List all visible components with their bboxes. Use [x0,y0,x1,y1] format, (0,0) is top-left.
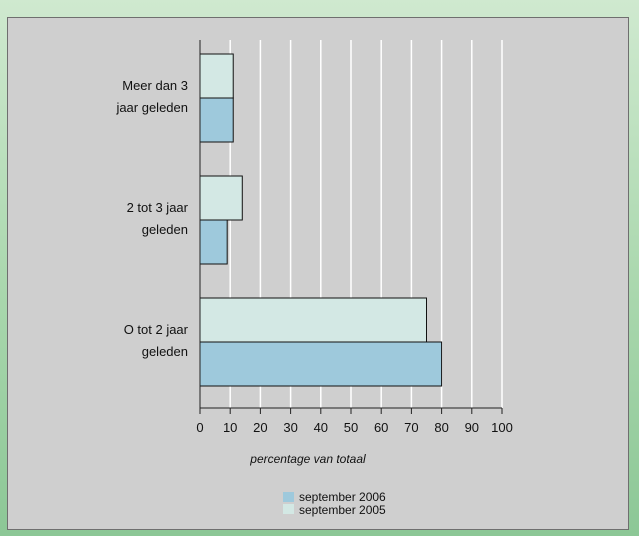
x-tick-label: 20 [253,420,267,435]
bar-chart: 0 10 20 30 40 50 60 70 80 90 100 Meer dan 3 jaar ge… [115,40,513,517]
category-label: geleden [142,222,188,237]
legend-swatch-september-2005 [283,504,294,514]
x-tick-label: 70 [404,420,418,435]
legend: september 2006 september 2005 [283,490,386,517]
x-tick-label: 50 [344,420,358,435]
legend-label-september-2005: september 2005 [299,503,386,517]
bar [199,341,443,387]
x-tick-label: 40 [314,420,328,435]
x-tick-label: 80 [434,420,448,435]
category-label: O tot 2 jaar [124,322,189,337]
category-label: jaar geleden [115,100,188,115]
x-tick-label: 100 [491,420,513,435]
category-label: geleden [142,344,188,359]
x-tick-label: 90 [465,420,479,435]
chart-frame: 0 10 20 30 40 50 60 70 80 90 100 Meer dan 3 jaar ge… [7,17,629,530]
x-tick-label: 0 [196,420,203,435]
bar [199,297,427,343]
x-axis-title: percentage van totaal [249,452,366,466]
bar [199,219,228,265]
x-tick-label: 10 [223,420,237,435]
category-labels: Meer dan 3 jaar geleden 2 tot 3 jaar gelede… [115,78,188,359]
bars [199,53,443,387]
legend-swatch-september-2006 [283,492,294,502]
x-tick-label: 30 [283,420,297,435]
bar [199,53,234,99]
bar [199,97,234,143]
gridlines [229,40,503,408]
legend-label-september-2006: september 2006 [299,490,386,504]
category-label: Meer dan 3 [122,78,188,93]
x-tick-label: 60 [374,420,388,435]
x-ticks: 0 10 20 30 40 50 60 70 80 90 100 [196,408,513,435]
bar [199,175,243,221]
category-label: 2 tot 3 jaar [127,200,189,215]
